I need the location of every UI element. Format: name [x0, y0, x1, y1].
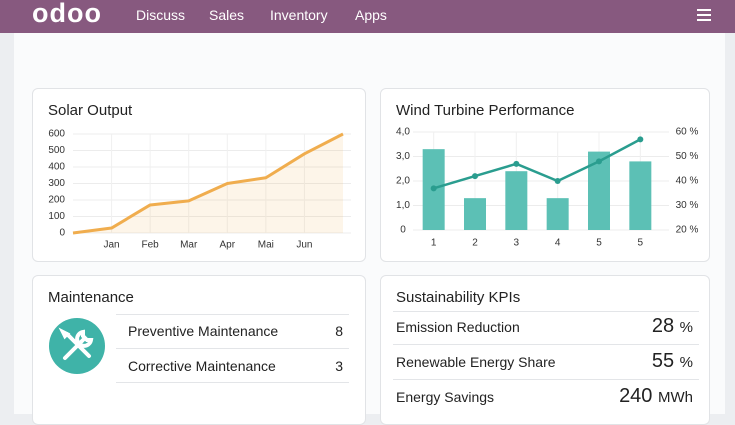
kpi-value: 55 % [652, 350, 693, 373]
y-tick-label: 0 [400, 225, 406, 236]
item-count: 8 [335, 323, 343, 339]
logo[interactable]: odoo [32, 0, 102, 28]
wind-card: Wind Turbine Performance 0 1,0 2,0 3,0 4,0 20… [380, 88, 710, 262]
kpi-unit: % [679, 354, 693, 371]
x-tick-label: Feb [142, 240, 160, 251]
navbar: odoo Discuss Sales Inventory Apps [0, 0, 735, 33]
line-point [637, 136, 644, 143]
kpi-value: 240 MWh [619, 385, 693, 408]
nav-item[interactable]: Apps [355, 7, 387, 23]
line [72, 132, 344, 235]
y-tick-label: 4,0 [396, 127, 410, 138]
bar [546, 198, 569, 230]
card-title: Sustainability KPIs [396, 289, 521, 306]
nav-item[interactable]: Inventory [270, 7, 328, 23]
kpi-card: Sustainability KPIs Emission Reduction 2… [380, 275, 710, 425]
y2-tick-label: 30 % [676, 200, 699, 211]
x-tick-label: Jun [296, 240, 312, 251]
line-point [430, 185, 437, 192]
area [73, 134, 343, 233]
kpi-label: Emission Reduction [396, 319, 520, 335]
item-count: 3 [335, 358, 343, 374]
y-tick-label: 400 [48, 162, 65, 173]
x-tick-label: Apr [220, 240, 236, 251]
x-tick-label: Jan [104, 240, 120, 251]
y-tick-label: 300 [48, 178, 65, 189]
y-tick-label: 500 [48, 145, 65, 156]
kpi-label: Renewable Energy Share [396, 354, 556, 370]
kpi-number: 28 [651, 315, 675, 337]
line-point [513, 160, 520, 167]
kpi-label: Energy Savings [396, 389, 495, 405]
x-tick-label: 2 [472, 238, 478, 249]
x-tick-label: 3 [514, 238, 520, 249]
chart: 0 1,0 2,0 3,0 4,0 20 % 30 % 40 % 50 % 60 % 1 2 3 4 5 5 [396, 127, 699, 249]
maintenance-icon [49, 318, 105, 374]
kpi-unit: % [679, 319, 693, 336]
y-tick-label: 3,0 [396, 151, 410, 162]
item-label: Corrective Maintenance [128, 358, 276, 374]
item-label: Preventive Maintenance [128, 323, 279, 339]
bar [464, 198, 486, 230]
x-tick-label: 4 [555, 238, 561, 249]
y2-tick-label: 50 % [676, 151, 699, 162]
card-title: Maintenance [48, 289, 134, 306]
line-point [554, 178, 561, 184]
y-tick-label: 600 [48, 129, 65, 140]
card-title: Wind Turbine Performance [396, 102, 575, 119]
separator [116, 382, 349, 383]
line [433, 138, 641, 190]
y2-tick-label: 20 % [676, 225, 699, 236]
y-tick-label: 2,0 [396, 176, 410, 187]
menu-icon[interactable] [697, 8, 711, 22]
x-tick-label: Mai [258, 240, 274, 251]
x-tick-label: Mar [180, 240, 198, 251]
y2-tick-label: 40 % [676, 176, 699, 187]
separator [393, 379, 699, 380]
y-tick-label: 0 [59, 228, 65, 239]
kpi-number: 55 [651, 350, 675, 372]
solar-card: Solar Output 0 100 200 300 400 500 600 Jan Feb Ma… [32, 88, 366, 262]
bar [629, 161, 652, 230]
separator [116, 314, 349, 315]
kpi-unit: MWh [658, 389, 693, 406]
x-tick-label: 1 [431, 238, 437, 249]
chart: 0 100 200 300 400 500 600 Jan Feb Mar Apr Mai Jun [48, 129, 351, 251]
x-tick-label: 5 [596, 238, 602, 249]
kpi-value: 28 % [652, 315, 693, 338]
line-point [596, 158, 602, 165]
separator [393, 311, 699, 312]
bar [588, 151, 610, 230]
separator [116, 348, 349, 349]
line-point [472, 173, 478, 180]
y2-tick-label: 60 % [676, 127, 699, 138]
nav-item[interactable]: Sales [209, 7, 245, 23]
x-tick-label: 5 [638, 238, 644, 249]
kpi-number: 240 [619, 385, 653, 407]
y-tick-label: 100 [48, 211, 65, 222]
card-title: Solar Output [48, 102, 133, 119]
separator [393, 344, 699, 345]
y-tick-label: 200 [48, 195, 65, 206]
nav-item[interactable]: Discuss [136, 7, 186, 23]
bar [505, 171, 528, 230]
maintenance-card: Maintenance Preventive Maintenance 8 Cor… [32, 275, 366, 425]
y-tick-label: 1,0 [396, 200, 410, 211]
